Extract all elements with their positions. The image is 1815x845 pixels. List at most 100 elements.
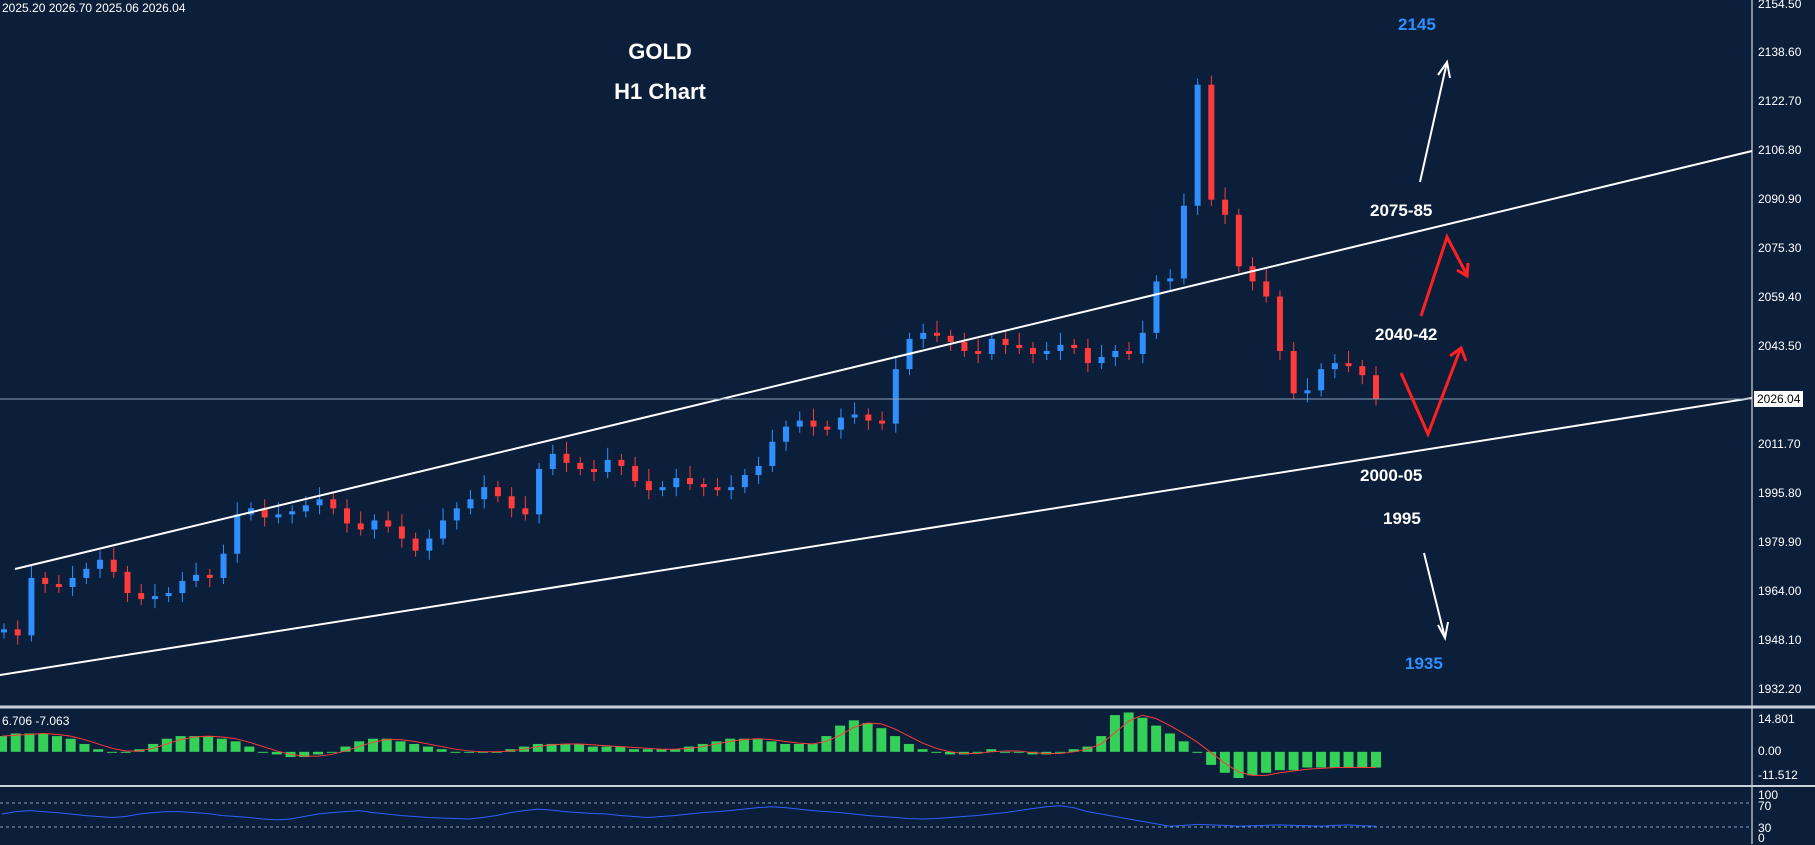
candle-body	[467, 499, 474, 509]
price-tick: 2090.90	[1758, 192, 1802, 206]
macd-bar	[1164, 733, 1175, 752]
candle-body	[1304, 390, 1311, 394]
candle-body	[385, 520, 392, 527]
price-tick: 1979.90	[1758, 535, 1802, 549]
candle-body	[783, 426, 790, 442]
candle-body	[673, 478, 680, 488]
candle-body	[14, 629, 21, 636]
macd-bar	[546, 743, 557, 752]
macd-bar	[821, 736, 832, 752]
price-tick: 2059.40	[1758, 290, 1802, 304]
macd-bar	[1000, 751, 1011, 753]
price-tick: 2154.50	[1758, 0, 1802, 11]
ohlc-readout: 2025.20 2026.70 2025.06 2026.04	[2, 1, 186, 15]
candle-body	[1263, 281, 1270, 297]
macd-bar	[532, 743, 543, 752]
rsi-tick: 100	[1758, 788, 1779, 802]
price-tick: 2011.70	[1758, 437, 1801, 451]
candle-body	[1057, 344, 1064, 351]
candle-body	[357, 523, 364, 530]
candle-body	[961, 341, 968, 351]
candle-body	[83, 568, 90, 578]
target-down-label: 1935	[1405, 654, 1443, 673]
macd-bar	[876, 728, 887, 752]
candle-body	[1373, 375, 1379, 400]
price-tick: 1948.10	[1758, 633, 1802, 647]
upper-channel-line	[14, 150, 1753, 570]
price-tick: 1995.80	[1758, 486, 1802, 500]
support-1-label: 2000-05	[1360, 466, 1423, 485]
macd-bar	[972, 751, 983, 753]
macd-bar	[986, 749, 997, 752]
candle-body	[851, 414, 858, 418]
current-price-tag: 2026.04	[1754, 391, 1804, 407]
macd-bar	[93, 749, 104, 752]
candle-body	[275, 514, 282, 518]
macd-bar	[725, 738, 736, 752]
candle-body	[892, 369, 899, 424]
macd-bar	[629, 749, 640, 752]
macd-bar	[615, 746, 626, 752]
macd-bar	[38, 733, 49, 752]
candle-body	[755, 465, 762, 476]
candle-body	[618, 459, 625, 466]
price-tick: 1932.20	[1758, 682, 1802, 696]
rsi-tick: 30	[1758, 821, 1772, 835]
macd-bar	[189, 736, 200, 752]
macd-bar	[1316, 751, 1327, 768]
macd-signal-line	[1, 714, 1376, 776]
macd-bar	[848, 720, 859, 752]
macd-bar	[793, 743, 804, 752]
candle-body	[179, 580, 186, 594]
candle-body	[865, 414, 872, 421]
candle-body	[1002, 338, 1009, 345]
macd-bar	[313, 751, 324, 755]
macd-bar	[1302, 751, 1313, 768]
candle-body	[975, 350, 982, 355]
macd-bar	[560, 743, 571, 752]
candle-body	[289, 511, 296, 515]
candle-body	[97, 559, 104, 569]
candle-body	[344, 508, 350, 524]
candle-body	[426, 538, 433, 551]
macd-bar	[862, 722, 873, 752]
candle-body	[124, 571, 131, 594]
macd-tick: 0.00	[1758, 744, 1782, 758]
candle-body	[69, 577, 76, 587]
candle-body	[1016, 344, 1023, 348]
macd-tick: -11.512	[1758, 768, 1798, 782]
macd-bar	[574, 743, 585, 752]
lower-channel-line	[0, 397, 1753, 676]
macd-bar	[422, 746, 433, 752]
candle-body	[769, 441, 776, 466]
candle-body	[1331, 363, 1338, 370]
candle-body	[728, 487, 735, 491]
macd-bar	[1219, 751, 1230, 773]
candle-body	[28, 577, 35, 636]
macd-bar	[1206, 751, 1217, 765]
macd-bar	[766, 741, 777, 752]
candle-body	[151, 596, 158, 600]
candle-body	[316, 499, 323, 506]
macd-bar	[1343, 751, 1354, 768]
candle-body	[824, 426, 831, 430]
macd-bar	[1068, 749, 1079, 752]
macd-bar	[450, 751, 461, 753]
macd-bar	[0, 736, 7, 752]
candle-body	[645, 481, 652, 491]
macd-bar	[65, 738, 76, 752]
macd-bar	[752, 738, 763, 752]
candle-body	[1043, 350, 1050, 355]
candle-body	[577, 462, 584, 469]
macd-bar	[10, 733, 21, 752]
bull-path-red	[1399, 345, 1468, 438]
price-tick: 2138.60	[1758, 45, 1802, 59]
price-tick: 2043.50	[1758, 339, 1802, 353]
macd-bar	[175, 736, 186, 752]
macd-bar	[106, 751, 117, 753]
candle-body	[1030, 347, 1036, 355]
candle-body	[522, 508, 529, 515]
support-2-label: 1995	[1383, 509, 1421, 528]
candle-body	[1098, 357, 1105, 364]
candle-body	[55, 583, 62, 587]
